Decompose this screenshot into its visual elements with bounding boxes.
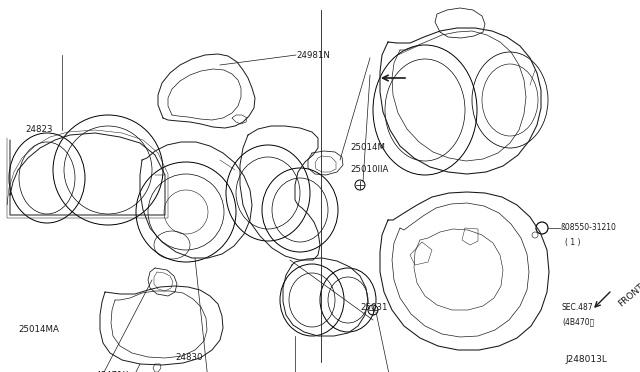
Text: ß08550-31210: ß08550-31210: [560, 224, 616, 232]
Text: ( 1 ): ( 1 ): [565, 237, 580, 247]
Text: FRONT: FRONT: [617, 282, 640, 308]
Text: 24981N: 24981N: [296, 51, 330, 60]
Text: 25010IIA: 25010IIA: [350, 166, 388, 174]
Text: 25014MA: 25014MA: [18, 326, 59, 334]
Text: 48471X: 48471X: [96, 371, 129, 372]
Text: 25031: 25031: [360, 304, 387, 312]
Text: SEC.487: SEC.487: [562, 304, 594, 312]
Text: 24823: 24823: [25, 125, 52, 135]
Text: (4B470〉: (4B470〉: [562, 317, 595, 327]
Text: J248013L: J248013L: [565, 356, 607, 365]
Text: 24830: 24830: [175, 353, 202, 362]
Text: 25014M: 25014M: [350, 144, 385, 153]
